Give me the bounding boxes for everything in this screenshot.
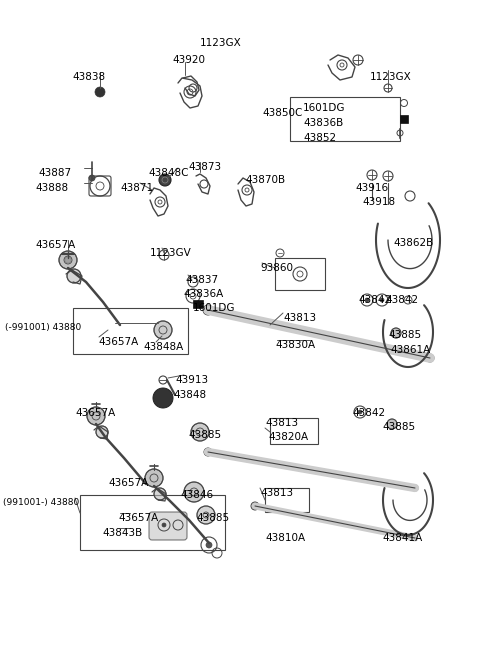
Text: (991001-) 43880: (991001-) 43880 bbox=[3, 498, 79, 507]
Text: 1123GX: 1123GX bbox=[200, 38, 242, 48]
Circle shape bbox=[153, 388, 173, 408]
Text: 43888: 43888 bbox=[35, 183, 68, 193]
Text: 43836A: 43836A bbox=[183, 289, 223, 299]
Text: 43850C: 43850C bbox=[262, 108, 302, 118]
Text: 43913: 43913 bbox=[175, 375, 208, 385]
Circle shape bbox=[145, 469, 163, 487]
Text: 43836B: 43836B bbox=[303, 118, 343, 128]
Circle shape bbox=[412, 485, 418, 491]
Text: 43861A: 43861A bbox=[390, 345, 430, 355]
Text: 43837: 43837 bbox=[185, 275, 218, 285]
Circle shape bbox=[203, 305, 213, 315]
Text: 43813: 43813 bbox=[283, 313, 316, 323]
Text: 43870B: 43870B bbox=[245, 175, 285, 185]
Bar bbox=[290, 97, 400, 141]
Circle shape bbox=[65, 257, 71, 263]
Circle shape bbox=[159, 174, 171, 186]
Text: 43862B: 43862B bbox=[393, 238, 433, 248]
Text: 43657A: 43657A bbox=[98, 337, 138, 347]
Circle shape bbox=[197, 506, 215, 524]
FancyBboxPatch shape bbox=[149, 512, 187, 540]
Text: 43885: 43885 bbox=[382, 422, 415, 432]
Text: 43820A: 43820A bbox=[268, 432, 308, 442]
Text: 43920: 43920 bbox=[172, 55, 205, 65]
Circle shape bbox=[426, 354, 434, 362]
Text: 43848A: 43848A bbox=[143, 342, 183, 352]
Text: 43657A: 43657A bbox=[75, 408, 115, 418]
Circle shape bbox=[89, 175, 95, 181]
Text: 43873: 43873 bbox=[188, 162, 221, 172]
Bar bbox=[265, 488, 309, 512]
Circle shape bbox=[95, 87, 105, 97]
Bar bbox=[275, 258, 325, 290]
Bar bbox=[400, 115, 408, 123]
Text: 43813: 43813 bbox=[265, 418, 298, 428]
Circle shape bbox=[380, 298, 384, 302]
Text: 43842: 43842 bbox=[352, 408, 385, 418]
Text: 1601DG: 1601DG bbox=[303, 103, 346, 113]
Text: 93860: 93860 bbox=[260, 263, 293, 273]
Text: 43838: 43838 bbox=[72, 72, 105, 82]
Text: 43916: 43916 bbox=[355, 183, 388, 193]
Circle shape bbox=[204, 448, 212, 456]
Bar bbox=[270, 418, 318, 444]
Circle shape bbox=[87, 407, 105, 425]
Circle shape bbox=[387, 419, 397, 429]
Text: 43871: 43871 bbox=[120, 183, 153, 193]
Circle shape bbox=[154, 321, 172, 339]
Text: 43813: 43813 bbox=[260, 488, 293, 498]
Text: (-991001) 43880: (-991001) 43880 bbox=[5, 323, 81, 332]
Circle shape bbox=[365, 298, 369, 302]
Text: 1601DG: 1601DG bbox=[193, 303, 236, 313]
Text: 43885: 43885 bbox=[188, 430, 221, 440]
Circle shape bbox=[251, 502, 259, 510]
Text: 43848: 43848 bbox=[173, 390, 206, 400]
Text: 43846: 43846 bbox=[180, 490, 213, 500]
Circle shape bbox=[154, 488, 166, 500]
Circle shape bbox=[184, 482, 204, 502]
Circle shape bbox=[96, 426, 108, 438]
Text: 43657A: 43657A bbox=[35, 240, 75, 250]
Text: 43848C: 43848C bbox=[148, 168, 189, 178]
Circle shape bbox=[162, 523, 166, 527]
Text: 43657A: 43657A bbox=[118, 513, 158, 523]
Circle shape bbox=[191, 423, 209, 441]
Text: 43657A: 43657A bbox=[108, 478, 148, 488]
Text: 43885: 43885 bbox=[388, 330, 421, 340]
Circle shape bbox=[358, 410, 362, 414]
Text: 43830A: 43830A bbox=[275, 340, 315, 350]
Text: 43852: 43852 bbox=[303, 133, 336, 143]
Text: 43842: 43842 bbox=[385, 295, 418, 305]
Bar bbox=[73, 308, 188, 354]
Text: 43841A: 43841A bbox=[382, 533, 422, 543]
Text: 1123GV: 1123GV bbox=[150, 248, 192, 258]
Text: 43885: 43885 bbox=[196, 513, 229, 523]
Text: 43918: 43918 bbox=[362, 197, 395, 207]
Circle shape bbox=[206, 542, 212, 548]
Bar bbox=[80, 495, 225, 550]
Text: 43843B: 43843B bbox=[102, 528, 142, 538]
Circle shape bbox=[67, 269, 81, 283]
Text: 43887: 43887 bbox=[38, 168, 71, 178]
Text: 43810A: 43810A bbox=[265, 533, 305, 543]
Circle shape bbox=[391, 328, 401, 338]
Circle shape bbox=[59, 251, 77, 269]
Bar bbox=[193, 300, 203, 308]
Text: 43842: 43842 bbox=[358, 295, 391, 305]
Text: 1123GX: 1123GX bbox=[370, 72, 412, 82]
